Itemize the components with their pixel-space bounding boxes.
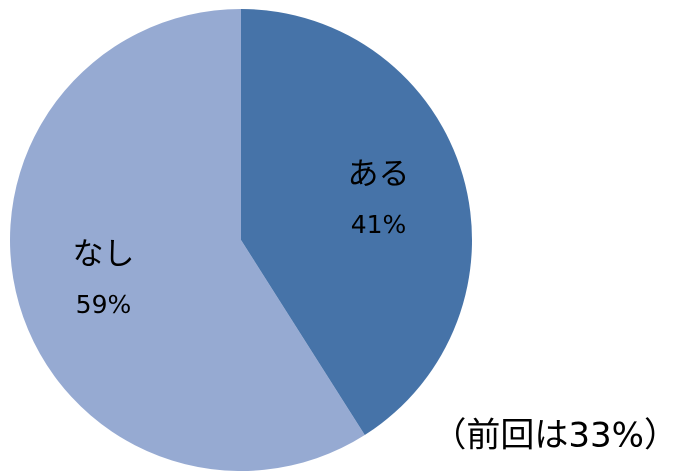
slice-label: ある xyxy=(348,157,410,193)
annotation: （前回は33%） xyxy=(432,416,678,456)
slice-label: なし xyxy=(72,236,134,272)
slice-value-label: 41% xyxy=(351,210,407,239)
pie-slice xyxy=(10,9,365,471)
pie-slice xyxy=(241,9,473,436)
slice-value-label: 59% xyxy=(76,290,132,319)
